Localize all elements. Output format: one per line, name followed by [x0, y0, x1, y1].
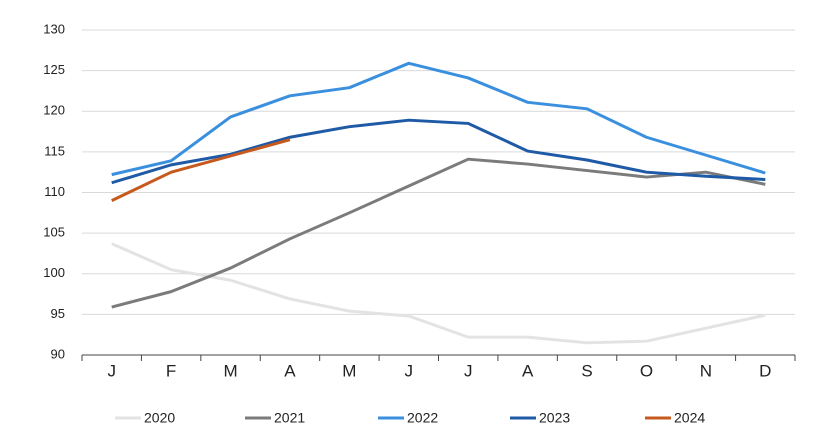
x-tick-label: M	[223, 361, 237, 380]
y-tick-label: 125	[43, 62, 65, 77]
y-tick-label: 110	[44, 184, 65, 199]
x-tick-label: N	[700, 361, 712, 380]
x-tick-label: S	[581, 361, 592, 380]
series-line	[111, 61, 766, 177]
y-tick-label: 120	[43, 103, 65, 118]
x-tick-label: A	[522, 361, 534, 380]
series-line	[111, 157, 766, 309]
x-tick-label: J	[107, 361, 116, 380]
legend-label: 2024	[674, 410, 705, 426]
series-line	[111, 138, 291, 202]
y-tick-label: 100	[43, 265, 65, 280]
x-tick-label: J	[464, 361, 473, 380]
legend-label: 2020	[144, 410, 175, 426]
y-tick-label: 90	[51, 346, 65, 361]
y-tick-label: 130	[43, 21, 65, 36]
x-tick-label: D	[759, 361, 771, 380]
series-line	[111, 118, 766, 185]
legend-label: 2021	[274, 410, 305, 426]
y-tick-label: 105	[43, 225, 65, 240]
x-tick-label: F	[166, 361, 176, 380]
x-tick-label: M	[342, 361, 356, 380]
series-line	[111, 242, 766, 345]
legend-label: 2022	[407, 410, 438, 426]
x-tick-label: J	[405, 361, 414, 380]
y-tick-label: 95	[51, 306, 65, 321]
x-tick-label: O	[640, 361, 653, 380]
legend-label: 2023	[539, 410, 570, 426]
x-tick-label: A	[284, 361, 296, 380]
y-tick-label: 115	[44, 143, 65, 158]
